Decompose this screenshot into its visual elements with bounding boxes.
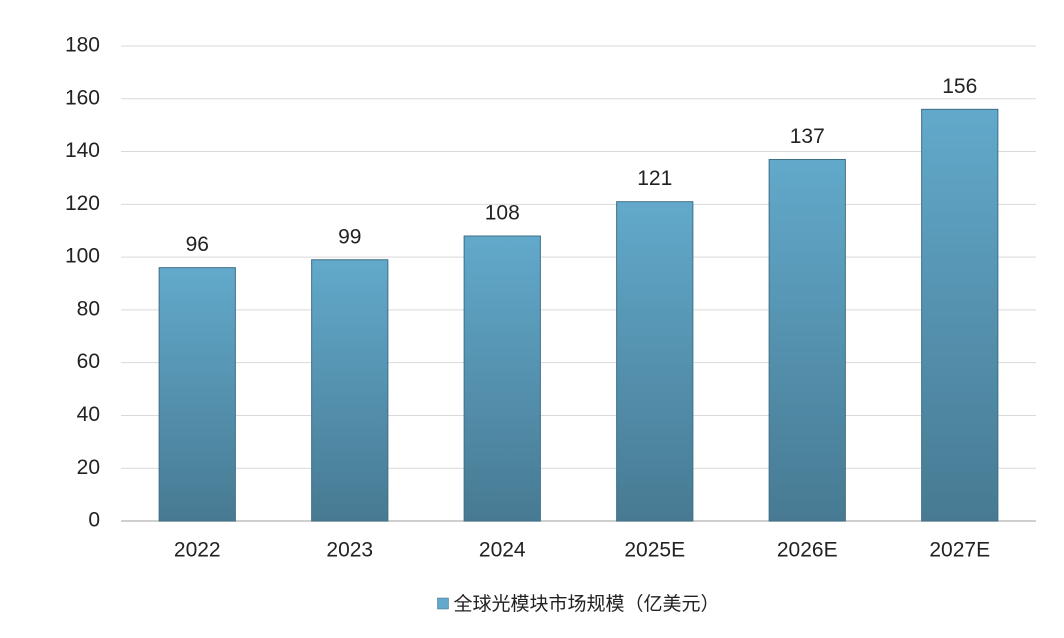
y-tick-label: 60 [77,350,100,373]
x-tick-label: 2023 [326,539,373,562]
x-tick-label: 2024 [479,539,526,562]
bar [921,108,999,522]
bar [463,235,541,522]
y-tick-label: 0 [88,509,100,532]
data-label: 121 [637,167,672,190]
x-tick-label: 2022 [174,539,221,562]
data-label: 99 [338,225,361,248]
bar [616,201,694,522]
data-label: 156 [942,75,977,98]
data-label: 96 [186,233,209,256]
bar [158,267,236,522]
x-tick-label: 2025E [624,539,685,562]
x-tick-label: 2027E [929,539,990,562]
y-tick-label: 40 [77,403,100,426]
y-tick-label: 100 [65,245,100,268]
legend-label: 全球光模块市场规模（亿美元） [453,593,719,615]
y-tick-label: 140 [65,139,100,162]
bar [768,158,846,522]
data-label: 108 [485,202,520,225]
data-label: 137 [790,125,825,148]
y-tick-label: 160 [65,86,100,109]
y-tick-label: 80 [77,297,100,320]
y-tick-label: 180 [65,34,100,57]
legend-marker [437,597,449,610]
y-tick-label: 120 [65,192,100,215]
x-tick-label: 2026E [777,539,838,562]
y-tick-label: 20 [77,456,100,479]
bar [311,259,389,522]
